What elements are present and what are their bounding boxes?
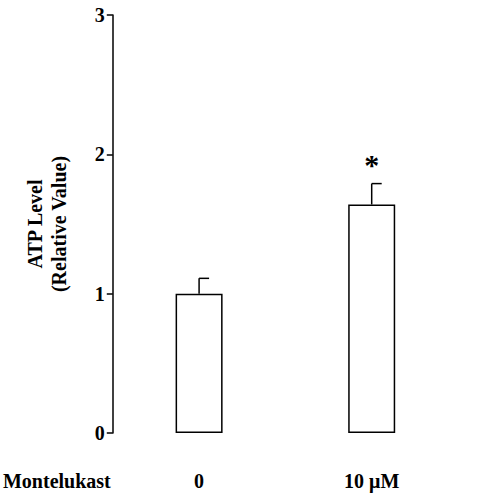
svg-text:0: 0 bbox=[194, 470, 204, 492]
svg-text:0: 0 bbox=[95, 422, 105, 444]
svg-text:10 μM: 10 μM bbox=[344, 470, 399, 493]
svg-text:*: * bbox=[364, 148, 379, 181]
svg-text:ATP Level: ATP Level bbox=[24, 179, 46, 269]
svg-text:(Relative Value): (Relative Value) bbox=[48, 156, 71, 292]
svg-text:1: 1 bbox=[95, 283, 105, 305]
svg-text:Montelukast: Montelukast bbox=[3, 470, 111, 492]
svg-text:3: 3 bbox=[95, 4, 105, 26]
svg-text:2: 2 bbox=[95, 143, 105, 165]
